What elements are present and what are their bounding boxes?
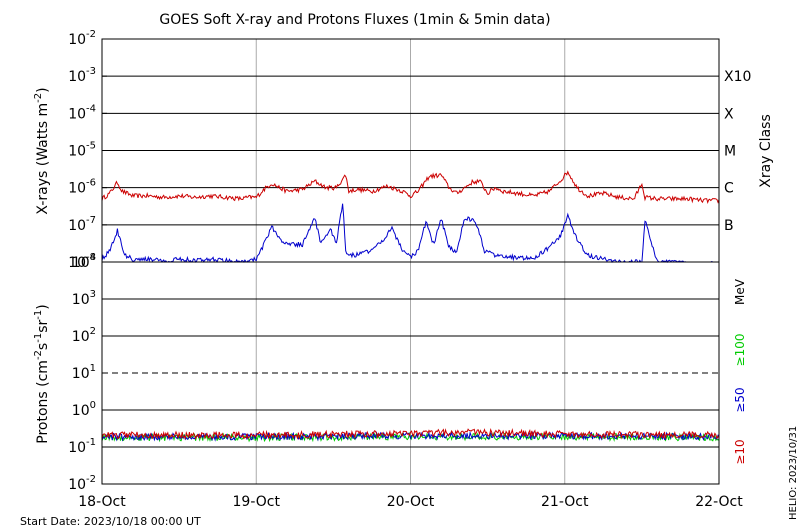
xray-class-label: M: [724, 144, 736, 160]
xray-class-label: X10: [724, 69, 751, 85]
xray-series-long: [101, 170, 720, 204]
y-tick-label: 10-3: [68, 66, 96, 85]
x-tick-label: 18-Oct: [78, 494, 126, 510]
xray-class-axis-label: Xray Class: [758, 114, 774, 188]
xray-class-label: C: [724, 181, 734, 197]
y-tick-label: 100: [72, 400, 96, 419]
xray-class-labels: X10 X M C B: [724, 69, 751, 234]
xray-series: [101, 170, 720, 263]
proton-series-p10: [101, 427, 720, 440]
xray-grid: [102, 39, 719, 262]
x-tick-label: 22-Oct: [695, 494, 743, 510]
proton-energy-labels: MeV ≥100 ≥50 ≥10: [733, 278, 747, 464]
xray-series-short: [101, 203, 719, 263]
proton-y-tick-labels: 104 103 102 101 100 10-1 10-2: [68, 252, 107, 493]
y-tick-label: 10-2: [68, 474, 96, 493]
xray-y-axis-label: X-rays (Watts m-2): [33, 87, 51, 214]
proton-energy-label: ≥10: [733, 439, 747, 464]
proton-grid: [102, 262, 719, 484]
xray-class-label: X: [724, 106, 734, 122]
x-axis-day-labels: 18-Oct 19-Oct 20-Oct 21-Oct 22-Oct: [78, 494, 743, 510]
proton-energy-label: MeV: [733, 278, 747, 305]
x-tick-label: 21-Oct: [541, 494, 589, 510]
y-tick-label: 103: [72, 289, 96, 308]
y-tick-label: 10-2: [68, 29, 96, 48]
x-tick-label: 19-Oct: [233, 494, 281, 510]
xray-y-tick-labels: 10-2 10-3 10-4 10-5 10-6 10-7 10-8: [68, 29, 107, 271]
proton-energy-label: ≥100: [733, 334, 747, 367]
proton-y-axis-label: Protons (cm-2s-1sr-1): [33, 304, 51, 443]
y-tick-label: 10-6: [68, 178, 96, 197]
y-tick-label: 10-7: [68, 215, 96, 234]
start-date-label: Start Date: 2023/10/18 00:00 UT: [20, 515, 201, 528]
y-tick-label: 101: [72, 363, 96, 382]
y-tick-label: 102: [72, 326, 96, 345]
y-tick-label: 10-8: [68, 252, 96, 271]
proton-series: [101, 427, 720, 443]
proton-energy-label: ≥50: [733, 387, 747, 412]
credit-label: HELIO: 2023/10/31: [788, 426, 799, 520]
x-tick-label: 20-Oct: [387, 494, 435, 510]
y-tick-label: 104: [72, 252, 96, 271]
y-tick-label: 10-4: [68, 103, 96, 122]
y-tick-label: 10-5: [68, 141, 96, 160]
chart-title: GOES Soft X-ray and Protons Fluxes (1min…: [159, 12, 550, 28]
xray-class-label: B: [724, 218, 734, 234]
y-tick-label: 10-1: [68, 437, 96, 456]
